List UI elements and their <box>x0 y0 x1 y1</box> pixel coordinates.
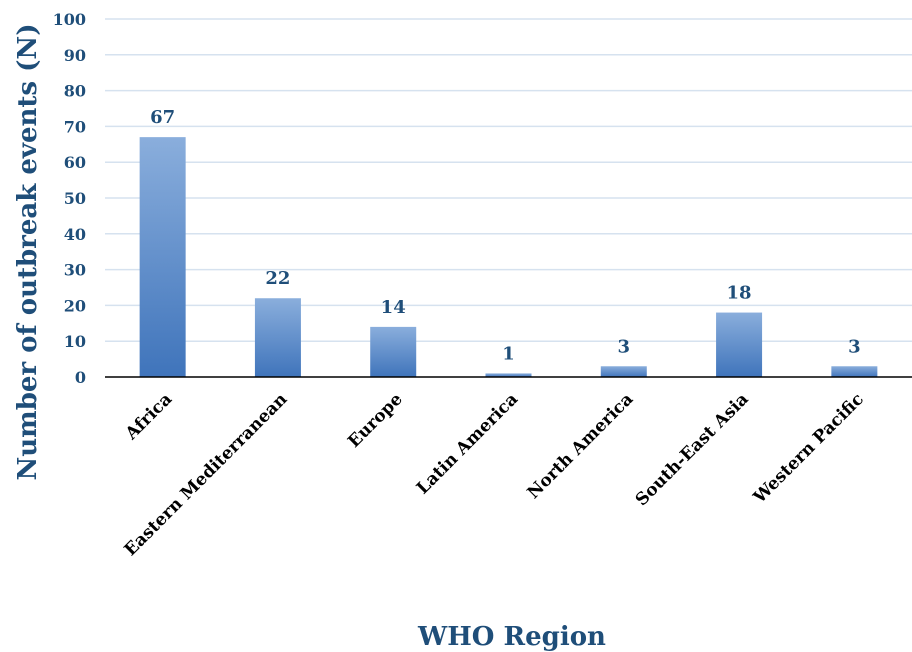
data-label: 67 <box>150 107 175 128</box>
data-label: 22 <box>265 268 290 289</box>
y-tick-label: 30 <box>64 261 86 280</box>
bars <box>139 137 878 377</box>
x-tick-label: Western Pacific <box>749 389 868 508</box>
y-tick-label: 80 <box>64 82 86 101</box>
bar-eastern-mediterranean <box>254 298 301 377</box>
x-tick-label: North America <box>524 389 638 503</box>
y-tick-label: 60 <box>64 153 86 172</box>
x-tick-label: Europe <box>344 389 407 452</box>
bar-western-pacific <box>831 366 878 377</box>
y-tick-label: 100 <box>53 10 86 29</box>
data-label: 14 <box>381 297 406 318</box>
x-tick-label: Latin America <box>413 389 522 498</box>
y-axis-title: Number of outbreak events (N) <box>13 24 43 481</box>
x-tick-label: Africa <box>121 389 176 444</box>
y-tick-label: 50 <box>64 189 86 208</box>
bar-africa <box>139 137 186 377</box>
bar-europe <box>370 326 417 377</box>
bar-south-east-asia <box>716 312 763 377</box>
bar-latin-america <box>485 373 532 377</box>
y-tick-label: 70 <box>64 117 86 136</box>
y-tick-label: 40 <box>64 225 86 244</box>
data-label: 3 <box>848 336 861 357</box>
x-tick-label: South-East Asia <box>632 389 753 510</box>
data-label: 18 <box>727 283 752 304</box>
gridlines <box>105 18 912 342</box>
y-tick-label: 10 <box>64 332 86 351</box>
data-label: 3 <box>618 336 631 357</box>
y-tick-label: 90 <box>64 46 86 65</box>
y-tick-label: 20 <box>64 296 86 315</box>
data-labels: 67 22 14 1 3 18 3 <box>150 107 861 364</box>
y-tick-label: 0 <box>75 368 86 387</box>
data-label: 1 <box>502 343 515 364</box>
bar-north-america <box>600 366 647 377</box>
y-axis-ticks: 0 10 20 30 40 50 60 70 80 90 100 <box>53 10 86 387</box>
x-axis-title: WHO Region <box>417 622 606 652</box>
